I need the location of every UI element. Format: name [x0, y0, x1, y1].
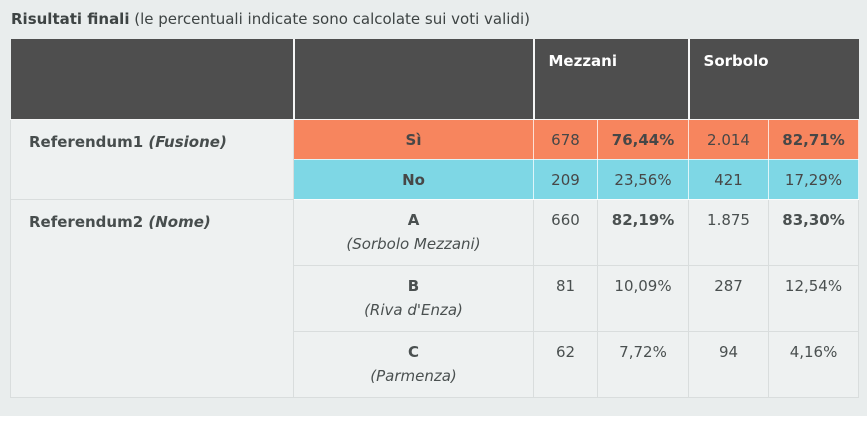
referendum2-note: (Nome)	[148, 212, 211, 231]
content-area: Risultati finali (le percentuali indicat…	[0, 0, 867, 416]
mezzani-votes-no: 209	[533, 158, 598, 200]
row-referendum2-b: B (Riva d'Enza) 81 10,09% 287 12,54%	[11, 264, 860, 332]
sorbolo-votes-c: 94	[688, 330, 770, 398]
sorbolo-pct-c: 4,16%	[768, 330, 860, 398]
sorbolo-votes-a: 1.875	[688, 198, 770, 266]
referendum1-label-cell: Referendum1 (Fusione)	[10, 118, 294, 200]
column-header-mezzani: Mezzani	[532, 39, 689, 120]
option-cell-no: No	[293, 158, 534, 200]
option-cell-si: Sì	[293, 118, 534, 160]
sorbolo-pct-b: 12,54%	[768, 264, 860, 332]
header-blank-option	[292, 39, 534, 120]
option-cell-c: C (Parmenza)	[293, 330, 534, 398]
option-cell-a: A (Sorbolo Mezzani)	[293, 198, 534, 266]
results-table: Mezzani Sorbolo Referendum1 (Fusione) Sì…	[10, 39, 860, 398]
referendum1-label: Referendum1	[29, 132, 144, 151]
row-referendum1-no: No 209 23,56% 421 17,29%	[11, 158, 860, 200]
sorbolo-pct-no: 17,29%	[768, 158, 860, 200]
bottom-white-strip	[0, 416, 867, 429]
mezzani-pct-si: 76,44%	[596, 118, 690, 160]
header-blank-referendum	[10, 39, 294, 120]
title-note: (le percentuali indicate sono calcolate …	[129, 10, 530, 28]
mezzani-votes-si: 678	[533, 118, 598, 160]
option-cell-b: B (Riva d'Enza)	[293, 264, 534, 332]
mezzani-votes-b: 81	[533, 264, 598, 332]
mezzani-votes-c: 62	[533, 330, 598, 398]
row-referendum2-c: C (Parmenza) 62 7,72% 94 4,16%	[11, 330, 860, 398]
mezzani-pct-b: 10,09%	[596, 264, 690, 332]
sorbolo-votes-si: 2.014	[688, 118, 770, 160]
page-title: Risultati finali (le percentuali indicat…	[11, 10, 858, 29]
table-header: Mezzani Sorbolo	[10, 39, 859, 120]
referendum1-note: (Fusione)	[148, 132, 227, 151]
sorbolo-votes-b: 287	[688, 264, 770, 332]
column-header-sorbolo: Sorbolo	[687, 39, 859, 120]
mezzani-votes-a: 660	[533, 198, 598, 266]
mezzani-pct-no: 23,56%	[596, 158, 690, 200]
row-referendum1-si: Referendum1 (Fusione) Sì 678 76,44% 2.01…	[10, 118, 860, 200]
mezzani-pct-c: 7,72%	[596, 330, 690, 398]
mezzani-pct-a: 82,19%	[596, 198, 690, 266]
referendum2-label-cell: Referendum2 (Nome)	[10, 198, 294, 398]
sorbolo-pct-si: 82,71%	[768, 118, 860, 160]
sorbolo-votes-no: 421	[688, 158, 770, 200]
title-main: Risultati finali	[11, 10, 130, 28]
row-referendum2-a: Referendum2 (Nome) A (Sorbolo Mezzani) 6…	[10, 198, 860, 398]
sorbolo-pct-a: 83,30%	[768, 198, 860, 266]
referendum2-label: Referendum2	[29, 212, 144, 231]
